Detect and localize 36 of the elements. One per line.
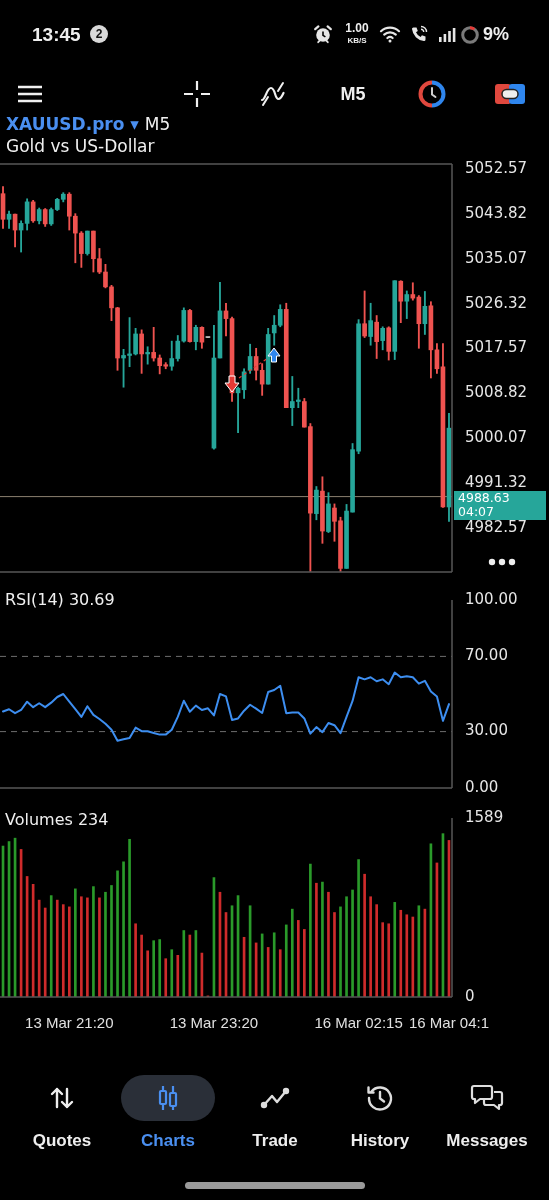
chart-title: XAUUSD.pro ▾ M5 bbox=[6, 113, 171, 134]
x-tick-label: 16 Mar 02:15 bbox=[314, 1014, 403, 1032]
chart-title: RSI(14) 30.69 bbox=[5, 590, 115, 609]
text: 9% bbox=[483, 24, 510, 44]
chart-title: Volumes 234 bbox=[5, 810, 109, 829]
x-tick-label: 13 Mar 23:20 bbox=[169, 1014, 259, 1032]
ref-line-label: 4988.63 bbox=[458, 490, 510, 506]
text: History bbox=[350, 1130, 410, 1150]
text: M5 bbox=[340, 84, 366, 104]
y-tick-label: 5008.82 bbox=[465, 383, 528, 402]
y-tick-label: 5043.82 bbox=[465, 203, 528, 222]
text: 13:45 bbox=[32, 23, 81, 45]
y-tick-label: 5052.57 bbox=[465, 159, 528, 178]
text: Charts bbox=[141, 1130, 195, 1150]
y-tick-label: 1589 bbox=[465, 807, 504, 826]
y-tick-label: 0 bbox=[465, 986, 475, 1005]
y-tick-label: 0.00 bbox=[465, 777, 499, 796]
y-tick-label: 5017.57 bbox=[465, 338, 528, 357]
y-tick-label: 30.00 bbox=[465, 721, 508, 740]
text: 2 bbox=[90, 25, 108, 43]
text: 1.00 bbox=[345, 21, 369, 35]
text: Messages bbox=[446, 1130, 528, 1150]
chart-subtitle: Gold vs US-Dollar bbox=[6, 135, 155, 156]
text: KB/S bbox=[347, 36, 367, 45]
y-tick-label: 4982.57 bbox=[465, 517, 528, 536]
text: Trade bbox=[252, 1130, 298, 1150]
x-tick-label: 13 Mar 21:20 bbox=[25, 1014, 114, 1032]
text: 04:07 bbox=[458, 504, 495, 520]
y-tick-label: 5026.32 bbox=[465, 293, 528, 312]
y-tick-label: 5000.07 bbox=[465, 427, 528, 446]
y-tick-label: 5035.07 bbox=[465, 248, 528, 267]
y-tick-label: 70.00 bbox=[465, 646, 508, 665]
x-tick-label: 16 Mar 04:1 bbox=[408, 1014, 490, 1032]
y-tick-label: 4991.32 bbox=[465, 472, 528, 491]
y-tick-label: 100.00 bbox=[465, 589, 518, 608]
text: Quotes bbox=[32, 1130, 92, 1150]
